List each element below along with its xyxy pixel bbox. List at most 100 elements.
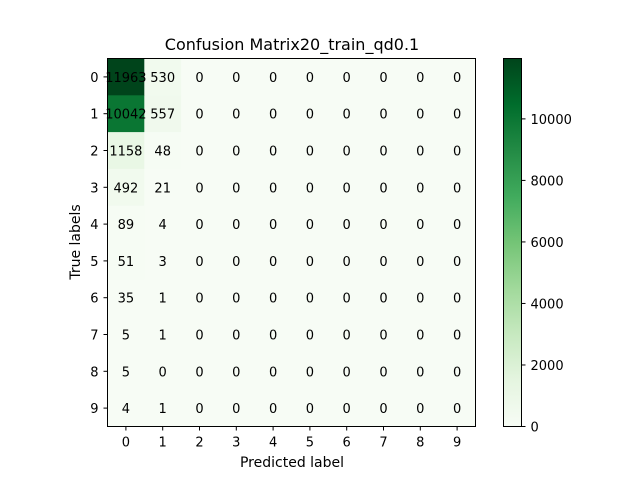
cell-value-label: 0 — [379, 402, 387, 417]
y-tick-label: 2 — [90, 145, 98, 160]
cell-value-label: 0 — [232, 292, 240, 307]
heatmap-cell — [365, 205, 403, 243]
cell-value-label: 0 — [195, 255, 203, 270]
y-tick-label: 6 — [90, 292, 98, 307]
x-tick-label: 5 — [306, 436, 314, 451]
cell-value-label: 0 — [269, 402, 277, 417]
cell-value-label: 11963 — [105, 71, 146, 86]
heatmap-cell — [365, 168, 403, 207]
heatmap-cell — [365, 58, 403, 96]
heatmap-cell — [291, 242, 329, 280]
heatmap-frame — [107, 58, 476, 427]
heatmap-cell — [401, 58, 440, 96]
cell-value-label: 0 — [343, 292, 351, 307]
heatmap-cell — [254, 205, 292, 243]
cell-value-label: 0 — [232, 329, 240, 344]
heatmap-cell — [144, 352, 182, 391]
y-tick-label: 1 — [90, 108, 98, 123]
cell-value-label: 0 — [416, 145, 424, 160]
cell-value-label: 0 — [453, 292, 461, 307]
heatmap-cell — [181, 389, 219, 427]
heatmap-cell — [328, 205, 366, 243]
cell-value-label: 0 — [195, 181, 203, 196]
y-tick-label: 8 — [90, 365, 98, 380]
heatmap-cell — [217, 389, 256, 427]
y-tick-label: 5 — [90, 255, 98, 270]
cell-value-label: 0 — [343, 402, 351, 417]
cell-value-label: 0 — [343, 145, 351, 160]
heatmap-cell — [365, 132, 403, 170]
heatmap-cell — [217, 205, 256, 243]
cell-value-label: 0 — [232, 181, 240, 196]
heatmap-cell — [107, 132, 145, 170]
cell-value-label: 0 — [306, 292, 314, 307]
cell-value-label: 0 — [306, 71, 314, 86]
heatmap-cell — [254, 168, 292, 207]
y-tick-label: 3 — [90, 181, 98, 196]
x-tick-label: 7 — [379, 436, 387, 451]
heatmap-cell — [254, 242, 292, 280]
cell-value-label: 0 — [195, 402, 203, 417]
cell-value-label: 3 — [159, 255, 167, 270]
cell-value-label: 5 — [122, 329, 130, 344]
cell-value-label: 0 — [416, 218, 424, 233]
heatmap-cell — [401, 95, 440, 133]
cell-value-label: 0 — [232, 71, 240, 86]
cell-value-label: 0 — [453, 145, 461, 160]
cell-value-label: 0 — [343, 71, 351, 86]
x-tick-label: 2 — [195, 436, 203, 451]
heatmap-cell — [144, 242, 182, 280]
colorbar-tick-label: 10000 — [531, 113, 572, 128]
heatmap-cell — [217, 316, 256, 354]
cell-value-label: 0 — [232, 145, 240, 160]
cell-value-label: 1158 — [109, 145, 142, 160]
cell-value-label: 0 — [343, 329, 351, 344]
heatmap-cell — [291, 132, 329, 170]
heatmap-cell — [144, 168, 182, 207]
heatmap-cell — [144, 132, 182, 170]
heatmap-cell — [217, 279, 256, 317]
cell-value-label: 0 — [232, 365, 240, 380]
cell-value-label: 0 — [416, 329, 424, 344]
heatmap-cell — [365, 389, 403, 427]
heatmap-cell — [365, 279, 403, 317]
cell-value-label: 5 — [122, 365, 130, 380]
colorbar-tick-label: 6000 — [531, 236, 564, 251]
heatmap-cell — [401, 279, 440, 317]
cell-value-label: 0 — [269, 71, 277, 86]
cell-value-label: 0 — [343, 365, 351, 380]
cell-value-label: 0 — [379, 292, 387, 307]
heatmap-cell — [291, 95, 329, 133]
heatmap-cell — [438, 58, 476, 96]
heatmap-cell — [365, 242, 403, 280]
cell-value-label: 10042 — [105, 108, 146, 123]
cell-value-label: 0 — [306, 218, 314, 233]
cell-value-label: 0 — [379, 71, 387, 86]
heatmap-cell — [328, 242, 366, 280]
cell-value-label: 492 — [113, 181, 138, 196]
heatmap-cells — [107, 58, 476, 427]
heatmap-cell — [107, 95, 145, 133]
heatmap-cell — [144, 58, 182, 96]
heatmap-cell — [107, 168, 145, 207]
cell-value-label: 0 — [453, 181, 461, 196]
heatmap-cell — [328, 132, 366, 170]
cell-value-label: 0 — [306, 402, 314, 417]
heatmap-cell — [107, 279, 145, 317]
heatmap-cell — [107, 352, 145, 391]
cell-value-label: 0 — [379, 365, 387, 380]
cell-value-label: 0 — [195, 365, 203, 380]
heatmap-cell — [438, 389, 476, 427]
cell-value-label: 89 — [118, 218, 135, 233]
heatmap-cell — [144, 389, 182, 427]
heatmap-cell — [291, 279, 329, 317]
y-tick-label: 4 — [90, 218, 98, 233]
cell-value-label: 0 — [269, 218, 277, 233]
heatmap-cell — [254, 389, 292, 427]
heatmap-cell — [144, 205, 182, 243]
heatmap-cell — [438, 205, 476, 243]
heatmap-cell — [107, 242, 145, 280]
cell-value-label: 557 — [150, 108, 175, 123]
heatmap-cell — [365, 95, 403, 133]
